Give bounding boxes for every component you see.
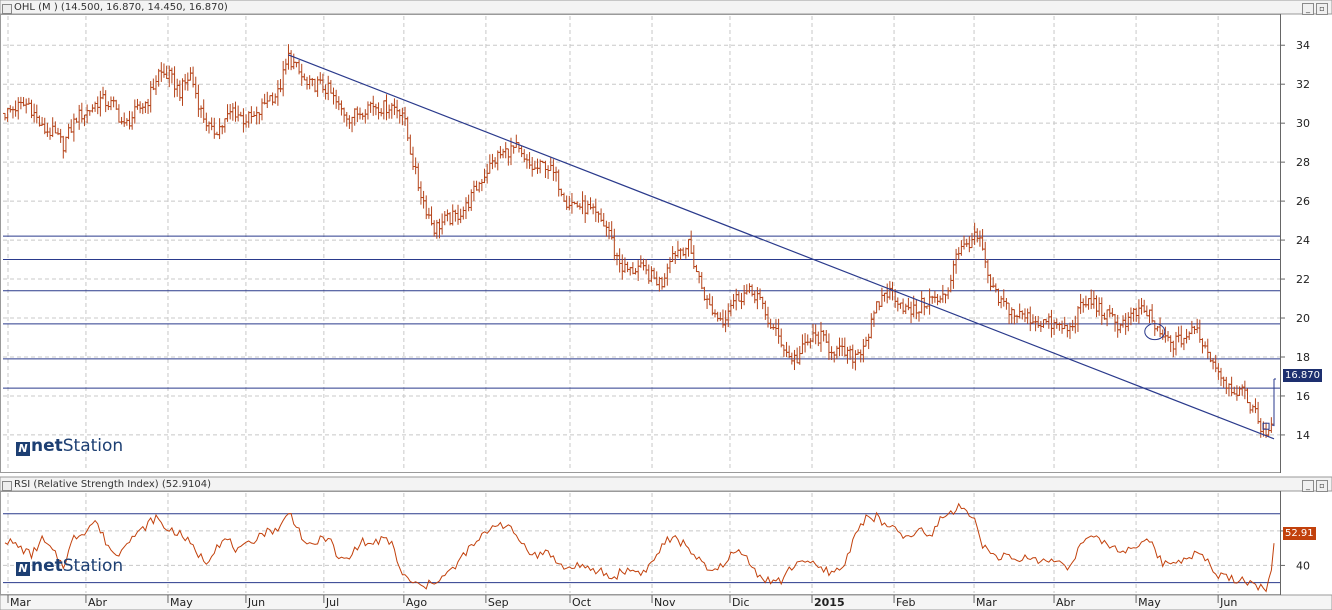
x-tick-label: Abr xyxy=(88,596,108,609)
x-tick-label: Sep xyxy=(488,596,509,609)
logo-text: Station xyxy=(62,556,124,576)
rsi-panel-menu-icon[interactable] xyxy=(2,481,12,491)
x-tick-label: May xyxy=(1138,596,1161,609)
x-tick-label: Feb xyxy=(896,596,915,609)
x-tick-label: Mar xyxy=(10,596,31,609)
y-tick-label: 24 xyxy=(1296,234,1310,247)
descending-trendline xyxy=(288,54,1275,440)
logo-text-bold: net xyxy=(31,556,63,576)
x-tick-label: Jul xyxy=(325,596,339,609)
time-axis-bar xyxy=(0,594,1332,610)
rsi-line xyxy=(4,502,1275,593)
logo-text: Station xyxy=(62,436,124,456)
y-tick-label: 18 xyxy=(1296,351,1310,364)
logo-text-bold: net xyxy=(31,436,63,456)
x-tick-label: Nov xyxy=(654,596,676,609)
minimize-icon[interactable]: _ xyxy=(1302,3,1314,15)
logo-mark-icon: N xyxy=(16,562,30,576)
annotation-box xyxy=(1262,422,1270,430)
rsi-minimize-icon[interactable]: _ xyxy=(1302,480,1314,492)
x-tick-label: Abr xyxy=(1056,596,1076,609)
y-tick-label: 30 xyxy=(1296,117,1310,130)
annotation-ellipse xyxy=(1144,323,1166,341)
last-price-tag: 16.870 xyxy=(1283,369,1322,382)
x-tick-label: Mar xyxy=(976,596,997,609)
y-tick-label: 28 xyxy=(1296,156,1310,169)
rsi-y-tick-label: 40 xyxy=(1296,559,1310,572)
price-plot-area xyxy=(0,14,1281,473)
x-tick-label: 2015 xyxy=(814,596,845,609)
x-tick-label: Jun xyxy=(247,596,265,609)
x-tick-label: Jun xyxy=(1219,596,1237,609)
x-tick-label: May xyxy=(170,596,193,609)
y-tick-label: 16 xyxy=(1296,390,1310,403)
x-tick-label: Ago xyxy=(406,596,428,609)
y-tick-label: 20 xyxy=(1296,312,1310,325)
y-tick-label: 26 xyxy=(1296,195,1310,208)
rsi-maximize-icon[interactable]: ▫ xyxy=(1316,480,1328,492)
maximize-icon[interactable]: ▫ xyxy=(1316,3,1328,15)
panel-menu-icon[interactable] xyxy=(2,4,12,14)
x-tick-label: Oct xyxy=(572,596,592,609)
y-tick-label: 32 xyxy=(1296,78,1310,91)
last-rsi-tag: 52.91 xyxy=(1283,527,1316,540)
price-panel-title: OHL (M ) (14.500, 16.870, 14.450, 16.870… xyxy=(14,2,228,13)
rsi-panel-title: RSI (Relative Strength Index) (52.9104) xyxy=(14,479,212,490)
logo-mark-icon: N xyxy=(16,442,30,456)
y-tick-label: 34 xyxy=(1296,39,1310,52)
rsi-plot-area xyxy=(0,491,1281,595)
y-tick-label: 22 xyxy=(1296,273,1310,286)
y-tick-label: 14 xyxy=(1296,429,1310,442)
x-tick-label: Dic xyxy=(732,596,750,609)
